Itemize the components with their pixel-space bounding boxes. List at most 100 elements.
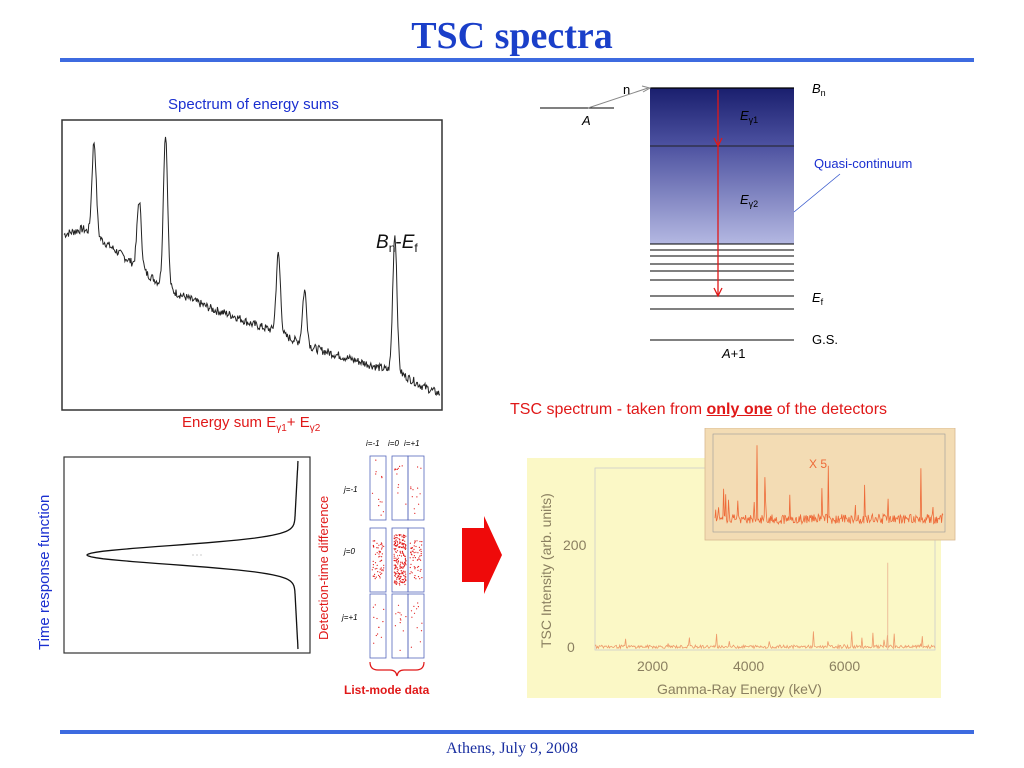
list-mode-event: [397, 576, 399, 578]
list-mode-event: [396, 570, 398, 573]
list-mode-event: [376, 552, 378, 554]
list-mode-event: [394, 582, 396, 584]
list-mode-event: [420, 630, 423, 632]
list-mode-box-minus-minus: [369, 455, 387, 521]
list-mode-event: [397, 467, 399, 469]
list-mode-event: [418, 565, 420, 568]
list-mode-event: [396, 473, 398, 475]
list-mode-event: [397, 604, 400, 606]
list-mode-event: [404, 548, 406, 550]
j-label-minus: j=-1: [343, 485, 358, 494]
list-mode-event: [399, 618, 401, 620]
list-mode-event: [378, 553, 380, 555]
list-mode-event: [401, 561, 403, 563]
list-mode-event: [420, 568, 422, 571]
list-mode-event: [377, 547, 379, 549]
list-mode-event: [403, 575, 405, 577]
list-mode-event: [405, 545, 407, 547]
list-mode-event: [378, 556, 380, 558]
list-mode-event: [380, 514, 382, 516]
list-mode-event: [405, 547, 407, 549]
list-mode-event: [402, 545, 404, 548]
time-response-frame: [63, 456, 311, 654]
gamma2-label: Eγ2: [740, 192, 758, 209]
tsc-tick-labels: 200 0 2000 4000 6000: [563, 537, 860, 674]
list-mode-event: [417, 569, 419, 571]
list-mode-event: [402, 563, 404, 565]
list-mode-event: [374, 573, 376, 575]
list-mode-event: [402, 539, 404, 541]
time-response-ylabel: Time response function: [36, 494, 53, 650]
list-mode-event: [398, 574, 401, 576]
list-mode-event: [402, 630, 404, 632]
list-mode-event: [417, 576, 420, 578]
list-mode-event: [399, 550, 401, 552]
list-mode-event: [375, 459, 377, 461]
list-mode-event: [414, 575, 416, 577]
list-mode-event: [380, 543, 382, 546]
list-mode-event: [399, 584, 401, 586]
list-mode-event: [404, 575, 406, 577]
list-mode-event: [414, 512, 416, 514]
list-mode-event: [393, 555, 395, 557]
page-title: TSC spectra: [411, 15, 613, 57]
list-mode-event: [382, 511, 384, 513]
list-mode-event: [419, 641, 421, 643]
list-mode-event: [400, 619, 402, 621]
list-mode-event: [371, 569, 373, 571]
list-mode-event: [379, 551, 382, 553]
list-mode-event: [393, 553, 395, 555]
list-mode-event: [411, 547, 413, 549]
tsc-inset-scale: X 5: [809, 457, 827, 471]
list-mode-boxes: [369, 455, 425, 659]
list-mode-event: [401, 539, 403, 541]
list-mode-event: [396, 545, 398, 547]
list-mode-event: [421, 544, 423, 546]
list-mode-event: [411, 572, 413, 574]
list-mode-event: [397, 611, 399, 613]
list-mode-event: [402, 552, 404, 554]
list-mode-event: [402, 567, 404, 569]
list-mode-event: [381, 547, 383, 549]
list-mode-event: [400, 570, 402, 572]
i-label-zero: i=0: [388, 439, 399, 448]
list-mode-box-zero-plus: [391, 593, 409, 659]
list-mode-event: [415, 551, 417, 553]
list-mode-event: [396, 544, 398, 546]
list-mode-event: [396, 540, 398, 542]
list-mode-event: [405, 564, 407, 566]
list-mode-event: [402, 553, 405, 555]
list-mode-event: [396, 559, 398, 561]
list-mode-event: [404, 536, 406, 538]
list-mode-event: [381, 543, 383, 545]
list-mode-event: [380, 567, 382, 569]
list-mode-event: [410, 610, 413, 612]
time-response-curve: [85, 460, 299, 650]
list-mode-event: [404, 540, 406, 542]
list-mode-event: [400, 614, 402, 616]
energy-sum-caption: Spectrum of energy sums: [168, 96, 339, 113]
list-mode-event: [399, 551, 401, 553]
energy-sum-curve: [63, 136, 441, 397]
list-mode-box-plus-zero: [407, 527, 425, 593]
list-mode-event: [414, 568, 416, 570]
list-mode-event: [395, 557, 397, 559]
tsc-ylabel: TSC Intensity (arb. units): [538, 493, 554, 648]
level-scheme: A n Eγ1 Eγ2 Bn Quasi-continuum Ef G.S. A…: [540, 81, 912, 361]
peak-label: Bn-Ef: [376, 232, 418, 255]
list-mode-event: [394, 538, 396, 540]
list-mode-event: [376, 617, 378, 620]
list-mode-event: [413, 566, 415, 568]
list-mode-event: [393, 557, 395, 559]
list-mode-box-plus-plus: [407, 593, 425, 659]
list-mode-event: [399, 567, 401, 569]
list-mode-event: [394, 541, 396, 544]
list-mode-event: [399, 649, 401, 651]
list-mode-event: [394, 545, 396, 547]
list-mode-event: [400, 552, 402, 554]
discrete-levels: [650, 243, 794, 341]
list-mode-event: [404, 563, 406, 565]
list-mode-event: [419, 540, 421, 543]
list-mode-event: [416, 566, 419, 568]
list-mode-event: [399, 573, 401, 575]
